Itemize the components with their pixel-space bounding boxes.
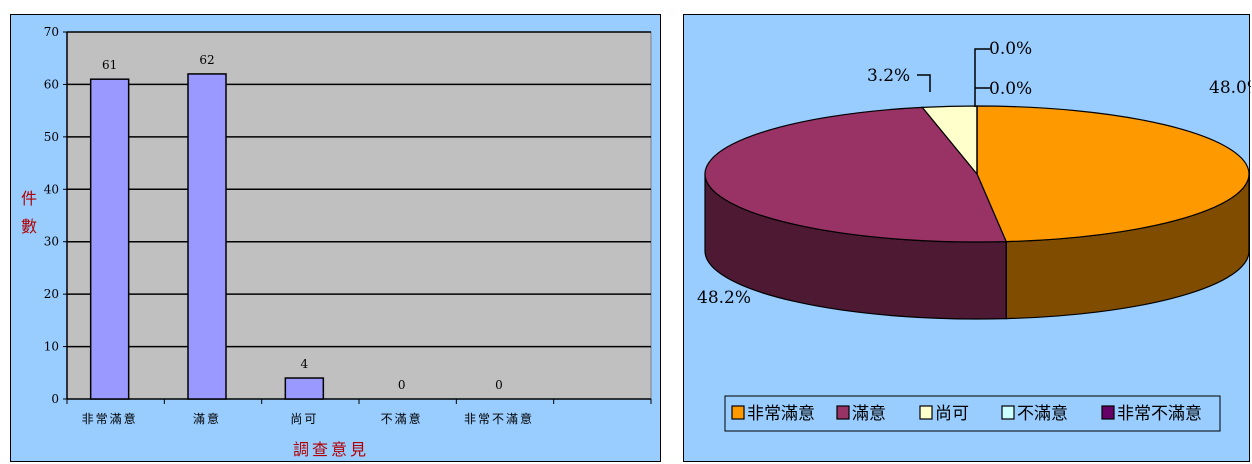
y-tick-label: 10 xyxy=(44,340,59,354)
bar xyxy=(89,78,130,400)
x-category-label: 不滿意 xyxy=(381,411,423,426)
bar-data-label: 61 xyxy=(102,58,117,72)
pie-chart-panel: 48.0% 48.2% 3.2% 0.0% 0.0% 非常滿意 滿意 尚可 不滿意 非常不滿意 xyxy=(683,14,1251,462)
legend-swatch xyxy=(919,405,933,420)
bar-data-label: 62 xyxy=(199,53,214,67)
bar-chart-panel: 0 10 20 30 40 50 60 70 非常滿意 滿意 尚可 不滿意 非常不滿意 61 62 4 0 0… xyxy=(10,14,661,462)
legend-label: 非常不滿意 xyxy=(1117,404,1202,424)
bar xyxy=(187,73,227,400)
legend-label: 非常滿意 xyxy=(747,404,815,424)
x-category-label: 尚可 xyxy=(290,412,318,426)
legend-label: 滿意 xyxy=(852,404,886,424)
pie-data-label: 48.2% xyxy=(697,288,751,308)
bar xyxy=(284,377,325,400)
pie-slice xyxy=(704,106,1008,243)
x-category-label: 滿意 xyxy=(193,411,221,426)
pie-data-label: 0.0% xyxy=(989,39,1032,59)
legend-swatch xyxy=(1001,405,1015,420)
x-category-label: 非常不滿意 xyxy=(464,411,534,426)
y-tick-label: 20 xyxy=(44,287,59,301)
legend-swatch xyxy=(1101,405,1115,420)
y-tick-label: 0 xyxy=(51,392,59,406)
bar-data-label: 4 xyxy=(301,357,309,371)
y-tick-label: 40 xyxy=(44,182,59,196)
pie-chart: 48.0% 48.2% 3.2% 0.0% 0.0% 非常滿意 滿意 尚可 不滿意 非常不滿意 xyxy=(697,39,1251,432)
pie-data-label: 48.0% xyxy=(1209,78,1251,98)
legend-label: 尚可 xyxy=(935,404,969,424)
y-tick-label: 60 xyxy=(44,77,59,91)
plot-area xyxy=(66,31,652,400)
y-axis-title-char-2: 數 xyxy=(21,217,40,236)
legend-swatch xyxy=(836,405,850,420)
y-axis-title-char-1: 件 xyxy=(21,189,40,208)
x-axis-title: 調查意見 xyxy=(293,440,369,459)
y-tick-label: 50 xyxy=(44,130,59,144)
bar-data-label: 0 xyxy=(495,378,503,392)
legend-swatch xyxy=(731,405,745,420)
y-tick-label: 70 xyxy=(44,25,59,39)
leader-line xyxy=(917,74,931,92)
pie-data-label: 3.2% xyxy=(867,66,910,86)
legend-label: 不滿意 xyxy=(1017,404,1068,424)
pie-slice xyxy=(976,105,1250,243)
pie-data-label: 0.0% xyxy=(989,79,1032,99)
legend-box xyxy=(724,395,1221,432)
legend: 非常滿意 滿意 尚可 不滿意 非常不滿意 xyxy=(724,395,1221,432)
y-tick-label: 30 xyxy=(44,235,59,249)
bar-data-label: 0 xyxy=(398,378,406,392)
x-category-label: 非常滿意 xyxy=(82,411,138,426)
leader-line xyxy=(974,48,990,107)
